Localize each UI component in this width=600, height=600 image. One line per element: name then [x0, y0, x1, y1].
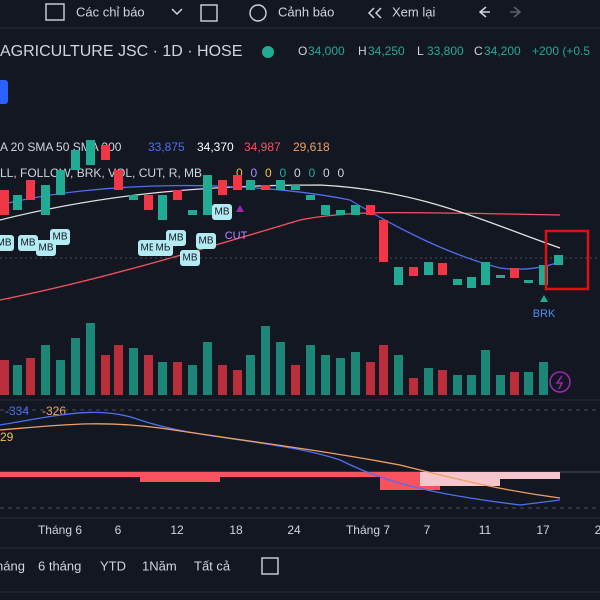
range-button[interactable]: háng: [0, 558, 25, 573]
signal-value: 0: [323, 166, 330, 180]
x-tick-label: 18: [229, 523, 243, 537]
marker-label: MB: [39, 243, 54, 254]
lightning: [555, 375, 564, 390]
ma-value: 34,370: [197, 140, 234, 154]
range-button[interactable]: YTD: [100, 558, 126, 573]
alert-icon[interactable]: [249, 4, 267, 22]
ohlc-key: C: [474, 44, 483, 58]
marker-label: MB: [21, 238, 36, 249]
indicators-button[interactable]: Các chỉ báo: [76, 4, 145, 19]
marker-label: BRK: [533, 308, 556, 320]
ohlc-value: 33,800: [427, 44, 464, 58]
volume: [0, 323, 548, 395]
macd-value: -334: [5, 404, 29, 418]
ohlc-key: L: [417, 44, 424, 58]
marker-label: MB: [199, 236, 214, 247]
sma-200: [0, 211, 561, 301]
ohlc-value: 34,200: [484, 44, 521, 58]
indicators-icon[interactable]: [45, 3, 65, 21]
signal-line: [0, 423, 561, 499]
marker-badge: [180, 250, 200, 266]
range-button[interactable]: 1Năm: [142, 558, 177, 573]
marker-badge: [166, 230, 186, 246]
x-tick-label: Tháng 7: [346, 523, 390, 537]
marker-label: MB: [0, 238, 12, 249]
marker-badge: [212, 204, 232, 220]
candles: [0, 140, 563, 288]
symbol: AGRICULTURE JSC · 1D · HOSE: [0, 43, 242, 60]
x-tick-label: 6: [115, 523, 122, 537]
marker-label: MB: [215, 207, 230, 218]
signal-value: 0: [251, 166, 258, 180]
ma-value: 34,987: [244, 140, 281, 154]
lightning-icon[interactable]: [549, 371, 571, 393]
signal-value: 0: [236, 166, 243, 180]
undo[interactable]: [478, 6, 490, 18]
signal-value: 0: [294, 166, 301, 180]
highlight-box: [544, 229, 590, 291]
range-button[interactable]: Tất cả: [194, 558, 231, 573]
ohlc-key: O: [298, 44, 307, 58]
marker-label: MB: [156, 243, 171, 254]
replay-button[interactable]: Xem lại: [392, 4, 435, 19]
macd-histogram: [0, 472, 560, 490]
redo[interactable]: [510, 6, 522, 18]
button[interactable]: [0, 80, 8, 104]
date-picker[interactable]: [261, 557, 279, 575]
ohlc-key: H: [358, 44, 367, 58]
marker-label: CUT: [225, 230, 248, 242]
marker-badge: [196, 233, 216, 249]
status-dot: [262, 46, 274, 58]
x-tick-label: Tháng 6: [38, 523, 82, 537]
signal-value: 0: [280, 166, 287, 180]
x-axis: Tháng 6 6 12 18 24 Tháng 7 7 11 17 2: [38, 523, 600, 537]
change: +200 (+0.5: [532, 44, 590, 58]
ohlc: O 34,000 H 34,250 L 33,800 C 34,200: [298, 44, 521, 58]
ohlc-value: 34,000: [308, 44, 345, 58]
hist-value: 29: [0, 430, 14, 444]
brk-arrow: [540, 295, 548, 302]
signal-value: 0: [338, 166, 345, 180]
ma-value: 33,875: [148, 140, 185, 154]
x-tick-label: 24: [287, 523, 301, 537]
signal-value: 0: [309, 166, 316, 180]
x-tick-label: 12: [170, 523, 184, 537]
marker-label: MB: [141, 243, 156, 254]
marker-label: MB: [53, 232, 68, 243]
range-bar: háng 6 tháng YTD 1Năm Tất cả: [0, 558, 231, 573]
ohlc-value: 34,250: [368, 44, 405, 58]
layout-icon[interactable]: [200, 4, 218, 22]
signals-label: LL, FOLLOW, BRK, VOL, CUT, R, MB: [0, 166, 202, 180]
signal-value: 0: [265, 166, 272, 180]
sma-50: [0, 184, 561, 249]
marker-badge: [36, 240, 56, 256]
alerts-button[interactable]: Cảnh báo: [278, 4, 334, 19]
range-button[interactable]: 6 tháng: [38, 558, 81, 573]
dropdown[interactable]: [171, 8, 183, 16]
x-tick-label: 17: [536, 523, 550, 537]
toolbar: [0, 0, 600, 26]
marker-badge: [18, 235, 38, 251]
replay-icon[interactable]: [367, 7, 382, 19]
x-tick-label: 2: [595, 523, 600, 537]
marker-label: MB: [169, 233, 184, 244]
cut-arrow: [236, 205, 244, 212]
sma-20: [0, 184, 561, 270]
ma-value: 29,618: [293, 140, 330, 154]
marker-label: MB: [183, 253, 198, 264]
marker-badge: [0, 235, 14, 251]
macd-line: [0, 411, 561, 506]
x-tick-label: 7: [424, 523, 431, 537]
x-tick-label: 11: [479, 523, 492, 537]
